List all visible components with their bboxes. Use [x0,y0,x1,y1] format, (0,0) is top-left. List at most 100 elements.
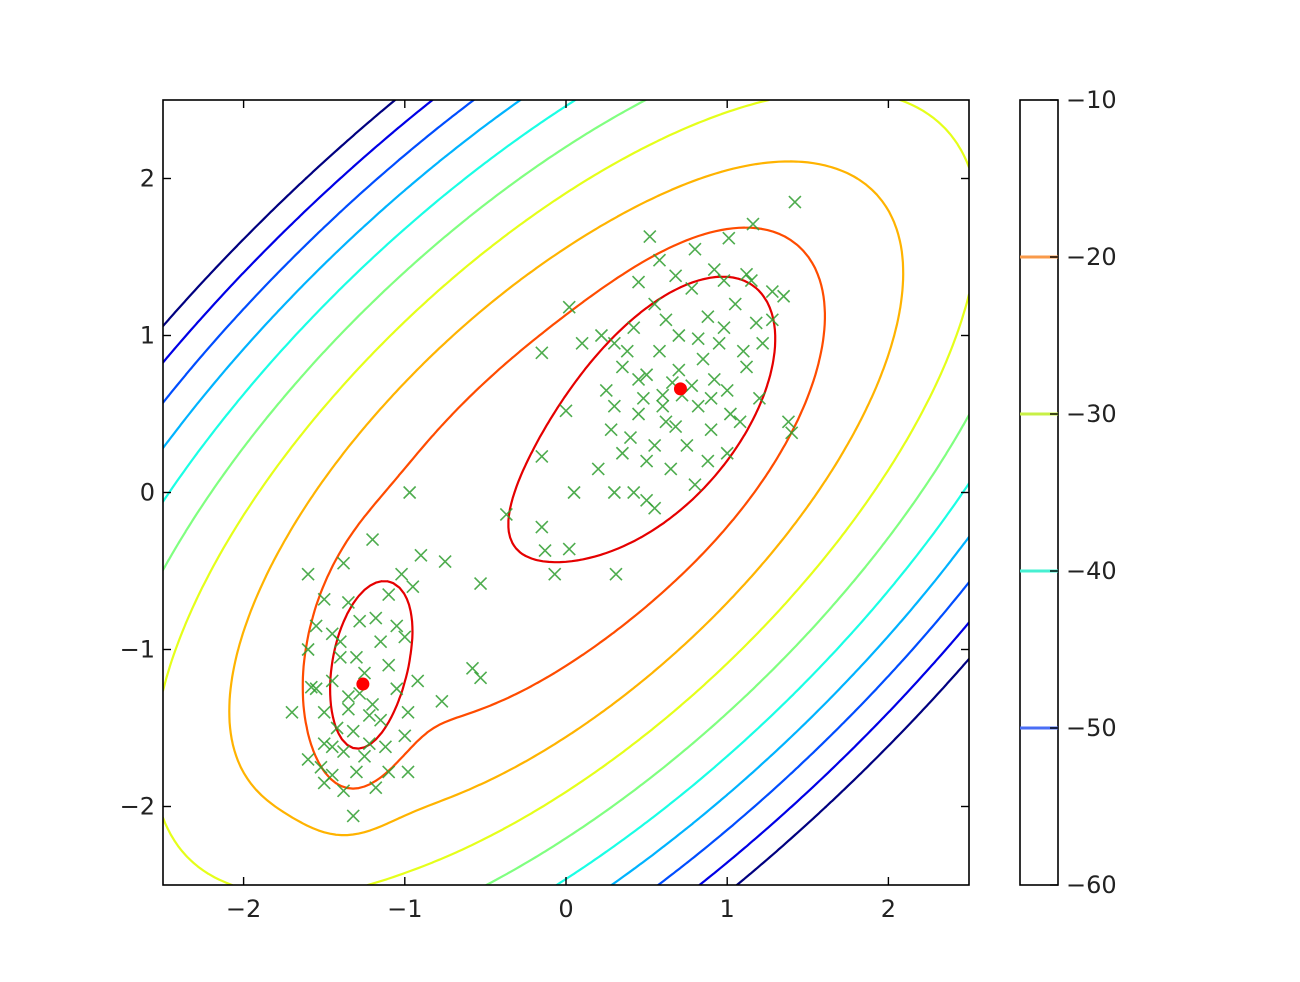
component-means [356,382,687,691]
colorbar-ticks: −10 −20 −30 −40 −50 −60 [1050,86,1117,899]
sample-marker [395,567,409,581]
sample-marker [720,383,734,398]
colorbar-tick-label: −30 [1066,400,1117,428]
sample-marker [717,273,731,288]
sample-marker [398,729,412,743]
sample-marker [722,231,736,245]
colorbar-frame [1019,99,1059,886]
sample-marker [349,650,364,664]
sample-marker [607,399,621,413]
sample-marker [701,454,715,468]
sample-marker [672,328,686,343]
x-tick-label: −1 [387,895,422,923]
colorbar-tick-label: −60 [1066,871,1117,899]
sample-marker [648,501,662,515]
sample-marker [535,449,549,463]
component-mean-marker [356,677,370,691]
sample-marker [712,336,726,350]
sample-marker [736,344,750,358]
sample-marker [317,737,331,751]
sample-marker [664,462,678,476]
sample-marker [680,438,694,452]
sample-marker [562,542,576,556]
x-axis: −2 −1 0 1 2 [226,100,896,923]
sample-marker [411,674,425,688]
sample-marker [739,360,754,374]
sample-marker [406,580,420,594]
sample-marker [659,415,673,429]
sample-marker [369,611,383,625]
sample-marker [669,419,683,434]
sample-marker [765,313,779,327]
sample-marker [333,635,347,649]
x-tick-label: 1 [720,895,735,923]
sample-marker [781,415,796,429]
plot-background [163,100,969,885]
sample-marker [594,328,609,343]
sample-marker [785,426,799,440]
sample-marker [704,423,718,437]
colorbar: −10 −20 −30 −40 −50 −60 [1019,86,1117,899]
sample-marker [691,332,705,346]
sample-marker [403,485,417,500]
sample-marker [688,242,702,256]
sample-marker [325,674,339,688]
sample-marker [382,587,396,602]
x-tick-label: 2 [881,895,896,923]
sample-marker [378,740,393,754]
y-tick-label: 1 [140,322,155,350]
sample-marker [304,680,318,694]
sample-marker [756,336,770,350]
y-tick-label: −2 [120,793,155,821]
sample-marker [691,399,705,413]
sample-marker [777,289,791,303]
sample-marker [336,784,351,798]
sample-marker [752,391,767,405]
sample-marker [535,520,549,534]
sample-marker [627,485,641,500]
sample-marker [728,297,742,311]
sample-marker [325,740,339,754]
y-axis: −2 −1 0 1 2 [120,165,969,821]
sample-marker [473,671,488,685]
sample-marker [499,507,513,522]
sample-marker [609,567,623,581]
sample-marker [648,297,662,311]
sample-marker [723,407,737,421]
sample-marker [717,321,731,335]
sample-marker [382,765,396,779]
contour-line [163,100,969,885]
sample-marker [744,273,758,288]
contour-line [163,100,969,885]
sample-marker [317,705,331,719]
component-mean-marker [673,382,687,396]
sample-marker [620,344,634,358]
sample-marker [353,614,367,628]
sample-marker [374,713,388,727]
sample-marker [631,407,646,421]
sample-marker [707,262,721,277]
sample-marker [365,697,380,712]
sample-marker [604,423,618,437]
sample-marker [648,438,662,452]
sample-marker [656,388,670,402]
sample-marker [739,267,754,281]
sample-marker [401,765,415,779]
sample-marker [656,399,670,413]
sample-marker [607,485,621,500]
sample-marker [309,682,323,696]
sample-marker [309,619,323,633]
sample-marker [575,336,589,350]
sample-marker [438,555,452,569]
sample-marker [473,576,488,591]
y-tick-label: −1 [120,636,155,664]
sample-marker [301,642,315,657]
y-tick-label: 2 [140,165,155,193]
x-tick-label: 0 [558,895,573,923]
sample-marker [341,595,355,609]
contour-line [329,275,777,750]
sample-marker [365,533,380,547]
sample-marker [362,708,376,723]
sample-marker [720,446,734,460]
